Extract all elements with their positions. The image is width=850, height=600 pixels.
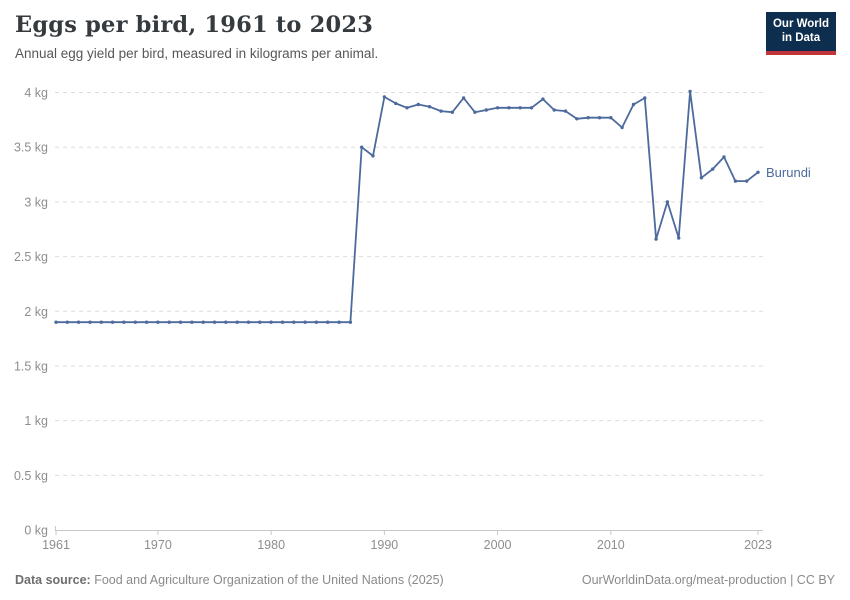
data-point bbox=[552, 108, 556, 112]
x-tick-label: 1990 bbox=[370, 538, 398, 552]
data-source-text: Food and Agriculture Organization of the… bbox=[90, 573, 444, 587]
data-point bbox=[235, 320, 239, 324]
data-point bbox=[541, 97, 545, 101]
y-tick-label: 4 kg bbox=[24, 86, 48, 100]
y-tick-label: 0.5 kg bbox=[14, 469, 48, 483]
data-point bbox=[745, 179, 749, 183]
data-point bbox=[178, 320, 183, 324]
y-tick-label: 2 kg bbox=[24, 305, 48, 319]
data-point bbox=[65, 320, 70, 324]
owid-logo-line2: in Data bbox=[781, 32, 821, 45]
data-point bbox=[76, 320, 81, 324]
data-point bbox=[699, 176, 704, 180]
y-tick-label: 2.5 kg bbox=[14, 250, 48, 264]
gridlines bbox=[55, 92, 763, 476]
data-point bbox=[212, 320, 217, 324]
data-point bbox=[382, 95, 387, 99]
credit-link[interactable]: OurWorldinData.org/meat-production | CC … bbox=[581, 573, 835, 587]
data-point bbox=[484, 108, 488, 112]
data-point bbox=[586, 116, 590, 120]
x-tick-label: 2010 bbox=[597, 538, 625, 552]
data-point bbox=[518, 106, 522, 110]
data-point bbox=[258, 320, 262, 324]
data-point bbox=[416, 102, 420, 107]
data-point bbox=[224, 320, 228, 324]
series-burundi[interactable]: Burundi bbox=[54, 89, 811, 324]
data-point bbox=[643, 96, 647, 100]
data-point bbox=[427, 105, 432, 109]
owid-logo-line1: Our World bbox=[772, 18, 829, 30]
y-axis-labels: 0 kg 0.5 kg 1 kg 1.5 kg 2 kg 2.5 kg 3 kg 3.5 kg… bbox=[14, 86, 48, 538]
data-point bbox=[133, 320, 137, 324]
data-point bbox=[88, 320, 92, 324]
data-point bbox=[280, 320, 285, 324]
data-point bbox=[677, 236, 681, 240]
data-point bbox=[314, 320, 319, 324]
data-point bbox=[110, 320, 115, 324]
data-point bbox=[156, 320, 160, 324]
chart-title: Eggs per bird, 1961 to 2023 bbox=[15, 12, 374, 38]
data-point bbox=[609, 116, 613, 120]
data-point bbox=[269, 320, 273, 324]
data-point bbox=[303, 320, 307, 324]
x-axis: 1961 1970 1980 1990 2000 2010 2023 bbox=[42, 526, 772, 552]
data-point bbox=[54, 320, 58, 324]
chart-header: Eggs per bird, 1961 to 2023 Annual egg y… bbox=[15, 12, 755, 61]
data-point bbox=[292, 320, 296, 324]
data-point bbox=[405, 106, 409, 110]
x-tick-label: 2000 bbox=[484, 538, 512, 552]
owid-logo[interactable]: Our World in Data bbox=[765, 12, 836, 55]
y-tick-label: 0 kg bbox=[24, 524, 48, 538]
data-point bbox=[756, 170, 760, 174]
data-point bbox=[495, 106, 500, 110]
x-tick-label: 1961 bbox=[42, 538, 70, 552]
data-point bbox=[394, 101, 398, 106]
data-point bbox=[167, 320, 171, 324]
data-point bbox=[450, 110, 454, 114]
data-point bbox=[597, 116, 602, 120]
data-point bbox=[665, 200, 670, 204]
x-tick-label: 1970 bbox=[144, 538, 172, 552]
data-source: Data source: Food and Agriculture Organi… bbox=[15, 573, 444, 587]
entity-label[interactable]: Burundi bbox=[766, 165, 811, 180]
y-tick-label: 3 kg bbox=[24, 195, 48, 209]
data-point bbox=[722, 155, 726, 159]
y-tick-label: 1 kg bbox=[24, 414, 48, 428]
data-point bbox=[654, 237, 658, 241]
series-path bbox=[55, 90, 759, 324]
data-point bbox=[529, 106, 534, 110]
data-point bbox=[371, 154, 375, 158]
data-point bbox=[360, 145, 364, 149]
data-point bbox=[563, 109, 568, 113]
x-tick-label: 2023 bbox=[744, 538, 772, 552]
data-point bbox=[348, 320, 353, 324]
data-point bbox=[122, 320, 126, 324]
data-point bbox=[473, 110, 477, 114]
data-point bbox=[201, 320, 205, 324]
chart-footer: Data source: Food and Agriculture Organi… bbox=[15, 573, 835, 587]
data-point bbox=[575, 117, 579, 121]
data-point bbox=[326, 320, 330, 324]
data-point bbox=[439, 109, 443, 113]
chart-subtitle: Annual egg yield per bird, measured in k… bbox=[15, 46, 379, 61]
data-point bbox=[631, 102, 636, 107]
data-point bbox=[144, 320, 149, 324]
data-point bbox=[99, 320, 104, 324]
data-point bbox=[507, 106, 511, 110]
data-point bbox=[733, 179, 738, 183]
data-point bbox=[246, 320, 251, 324]
data-point bbox=[620, 125, 624, 130]
data-point bbox=[688, 89, 692, 94]
y-tick-label: 1.5 kg bbox=[14, 359, 48, 373]
x-tick-label: 1980 bbox=[257, 538, 285, 552]
data-point bbox=[711, 167, 715, 171]
data-point bbox=[461, 96, 466, 100]
y-tick-label: 3.5 kg bbox=[14, 141, 48, 155]
data-source-label: Data source: bbox=[15, 573, 91, 587]
data-point bbox=[190, 320, 194, 324]
data-point bbox=[337, 320, 341, 324]
